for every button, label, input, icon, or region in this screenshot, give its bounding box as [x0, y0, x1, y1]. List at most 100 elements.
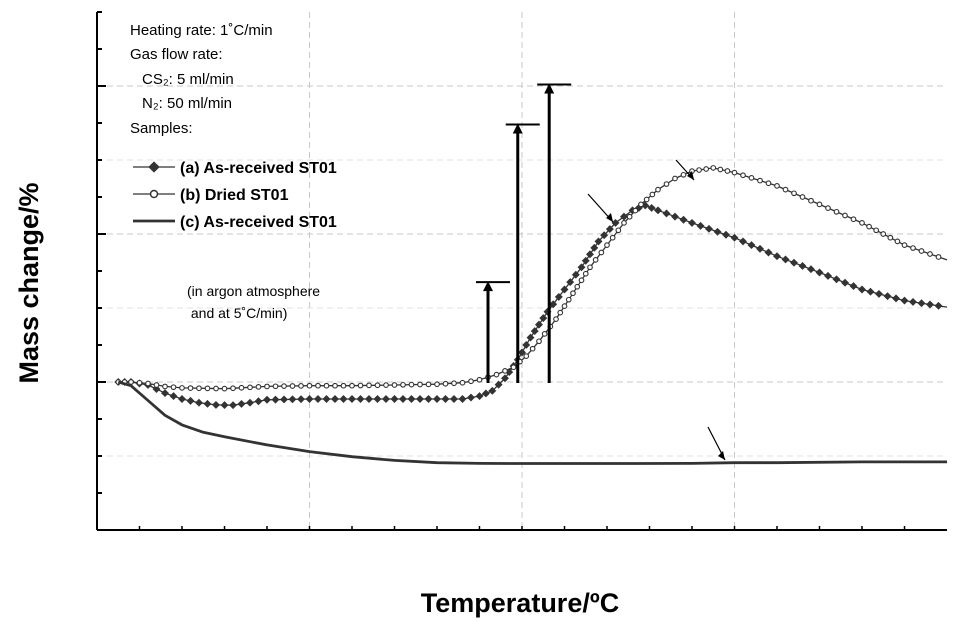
data-point-b — [128, 379, 134, 385]
phase-marker — [505, 123, 540, 383]
data-point-a — [824, 271, 832, 280]
data-point-b — [609, 234, 616, 241]
data-point-a — [263, 395, 271, 404]
data-point-a — [186, 396, 195, 405]
data-point-b — [748, 175, 755, 181]
data-point-a — [696, 221, 705, 230]
data-point-a — [781, 255, 790, 264]
data-labels — [587, 159, 726, 461]
samples-text: Samples: — [130, 120, 193, 137]
data-point-b — [383, 382, 389, 388]
phase-markers — [476, 83, 572, 383]
data-point-a — [671, 212, 679, 221]
data-point-b — [703, 166, 710, 172]
data-point-b — [451, 380, 457, 387]
x-axis-title: Temperature/ºC — [421, 588, 619, 618]
data-point-b — [873, 227, 880, 234]
data-point-b — [663, 181, 670, 187]
data-point-b — [541, 331, 548, 337]
data-point-a — [815, 268, 824, 277]
data-point-a — [934, 301, 943, 310]
data-point-b — [598, 249, 605, 256]
data-point-a — [458, 395, 467, 403]
data-point-a — [747, 241, 756, 250]
data-point-b — [187, 385, 194, 391]
data-point-a — [441, 395, 450, 403]
phase-arrow-head-icon — [544, 83, 555, 94]
data-point-b — [145, 380, 151, 387]
data-point-a — [494, 380, 503, 389]
data-point-b — [459, 379, 466, 386]
data-point-a — [832, 275, 841, 284]
data-point-a — [807, 265, 815, 274]
data-point-b — [880, 231, 887, 237]
data-point-a — [450, 395, 458, 403]
data-point-a — [926, 300, 934, 309]
data-point-a — [654, 206, 662, 215]
data-point-a — [254, 397, 263, 406]
data-point-b — [442, 380, 449, 387]
data-point-b — [774, 183, 780, 189]
data-point-b — [476, 376, 483, 383]
data-point-b — [374, 382, 381, 389]
data-point-b — [717, 166, 724, 173]
diamond-marker-icon — [148, 161, 160, 173]
data-point-a — [756, 244, 764, 253]
series-b — [115, 165, 948, 392]
data-point-a — [305, 395, 314, 403]
phase-marker — [537, 83, 572, 383]
data-point-b — [468, 378, 474, 385]
data-point-b — [332, 382, 338, 389]
data-point-b — [529, 345, 536, 352]
data-point-a — [875, 289, 883, 298]
pointer-arrow-b — [687, 171, 694, 180]
data-point-b — [655, 186, 661, 193]
data-point-b — [570, 290, 576, 297]
data-point-a — [416, 395, 424, 403]
data-point-b — [887, 234, 894, 241]
pointer-arrow-c — [718, 451, 725, 460]
data-point-b — [553, 316, 559, 322]
data-point-a — [679, 215, 688, 224]
data-point-a — [858, 285, 866, 294]
legend-item-a: (a) As-received ST01 — [133, 160, 337, 177]
data-point-a — [605, 225, 614, 234]
data-point-b — [799, 194, 806, 200]
data-point-a — [866, 287, 875, 296]
data-point-a — [739, 237, 747, 246]
data-point-a — [348, 395, 356, 403]
data-point-a — [203, 399, 212, 408]
data-point-a — [917, 299, 926, 308]
data-point-a — [288, 395, 297, 404]
data-point-b — [340, 382, 347, 389]
data-point-b — [502, 368, 508, 374]
data-point-b — [935, 254, 942, 260]
data-point-b — [264, 383, 270, 390]
data-point-b — [765, 180, 772, 187]
data-point-a — [195, 398, 203, 407]
series-c — [117, 380, 947, 465]
data-point-b — [255, 384, 262, 390]
data-point-a — [662, 209, 671, 218]
phase-arrow-head-icon — [512, 123, 523, 134]
pointer-arrow-a — [606, 213, 613, 222]
data-point-a — [178, 395, 186, 403]
data-point-b — [672, 175, 678, 182]
data-point-a — [883, 292, 892, 301]
data-point-a — [314, 395, 322, 403]
data-point-a — [892, 294, 900, 303]
data-point-b — [247, 384, 253, 391]
data-point-b — [615, 227, 622, 234]
data-point-b — [557, 309, 564, 316]
data-point-b — [221, 385, 228, 392]
legend-item-c: (c) As-received ST01 — [133, 214, 337, 231]
data-point-b — [400, 381, 406, 388]
data-point-a — [790, 258, 798, 267]
data-point-a — [373, 395, 382, 403]
data-point-b — [643, 196, 650, 203]
data-point-b — [298, 382, 304, 389]
series-line-c — [117, 380, 947, 465]
data-point-a — [246, 398, 254, 407]
data-point-a — [424, 395, 433, 403]
data-point-a — [501, 374, 509, 383]
